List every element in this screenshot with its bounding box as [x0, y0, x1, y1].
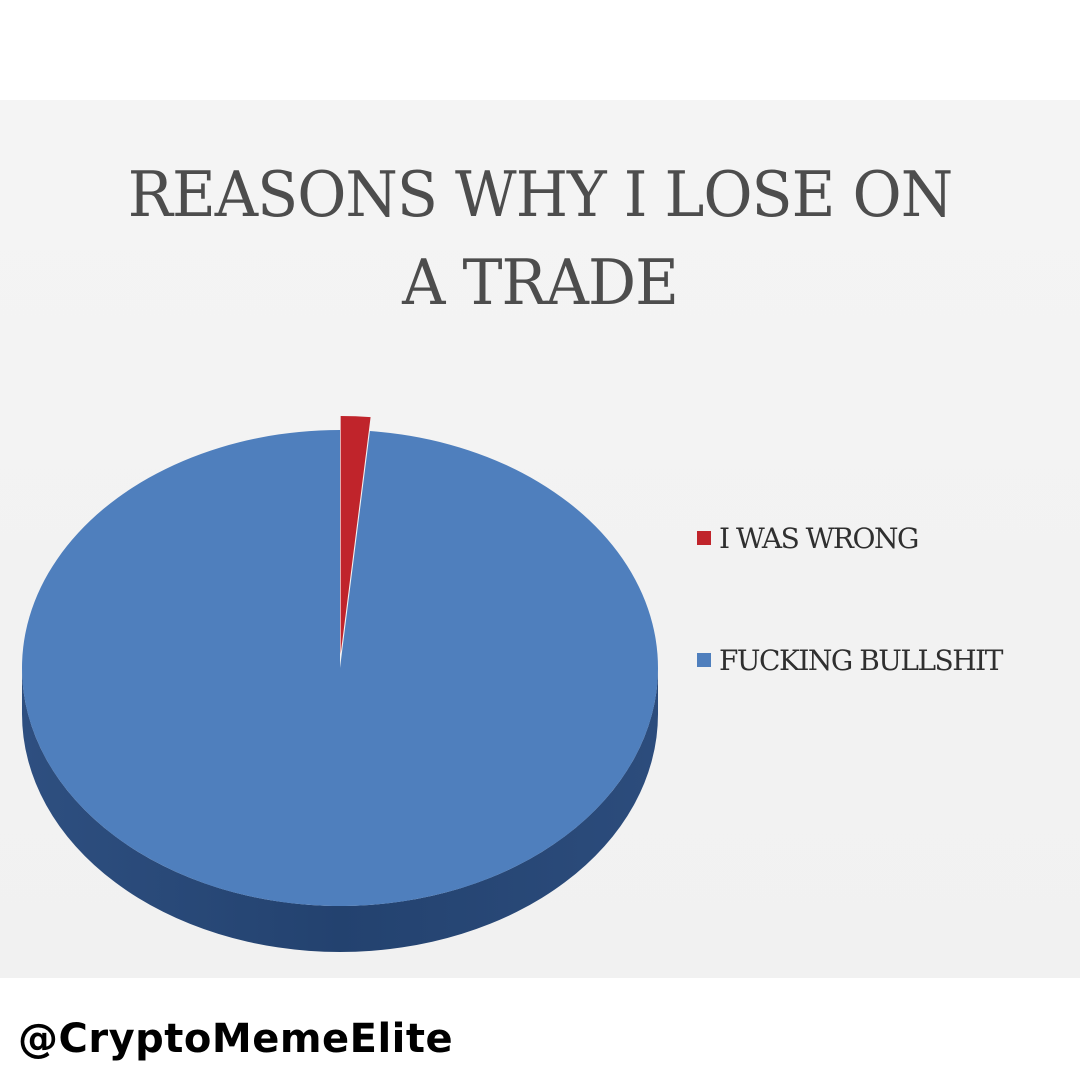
watermark-handle: @CryptoMemeElite — [18, 1016, 454, 1062]
pie-side-wall — [22, 668, 658, 952]
pie-slice-i-was-wrong — [340, 416, 371, 655]
legend-label-i-was-wrong: I WAS WRONG — [719, 521, 919, 555]
chart-title-line-1: REASONS WHY I LOSE ON — [127, 158, 953, 232]
legend: I WAS WRONG FUCKING BULLSHIT — [697, 518, 1003, 680]
legend-swatch-fucking-bullshit — [697, 653, 711, 667]
chart-title-line-2: A TRADE — [402, 246, 679, 320]
legend-item-fucking-bullshit: FUCKING BULLSHIT — [697, 640, 1003, 680]
legend-label-fucking-bullshit: FUCKING BULLSHIT — [719, 643, 1003, 677]
legend-item-i-was-wrong: I WAS WRONG — [697, 518, 1002, 558]
pie-slice-fucking-bullshit — [22, 430, 659, 906]
legend-swatch-i-was-wrong — [697, 531, 711, 545]
chart-title: REASONS WHY I LOSE ON A TRADE — [0, 151, 1080, 327]
